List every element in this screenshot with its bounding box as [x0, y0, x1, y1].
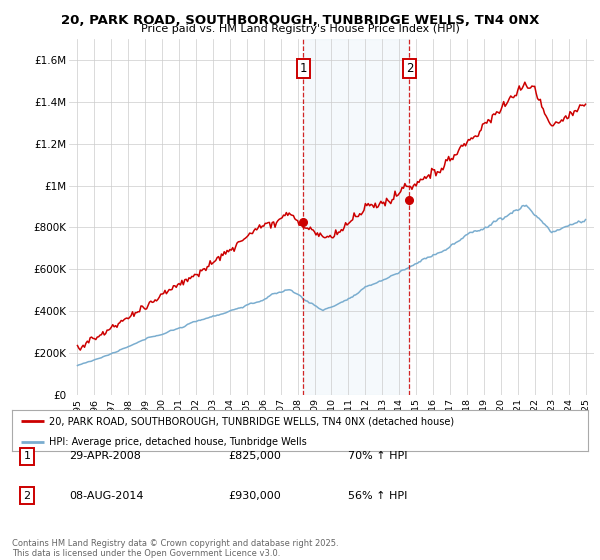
Text: 1: 1: [299, 62, 307, 75]
Text: 29-APR-2008: 29-APR-2008: [69, 451, 141, 461]
Text: £825,000: £825,000: [228, 451, 281, 461]
Text: Price paid vs. HM Land Registry's House Price Index (HPI): Price paid vs. HM Land Registry's House …: [140, 24, 460, 34]
Text: Contains HM Land Registry data © Crown copyright and database right 2025.
This d: Contains HM Land Registry data © Crown c…: [12, 539, 338, 558]
Text: 56% ↑ HPI: 56% ↑ HPI: [348, 491, 407, 501]
Text: 2: 2: [23, 491, 31, 501]
Bar: [303, 39, 409, 395]
Text: 2: 2: [406, 62, 413, 75]
Text: 08-AUG-2014: 08-AUG-2014: [69, 491, 143, 501]
Text: 20, PARK ROAD, SOUTHBOROUGH, TUNBRIDGE WELLS, TN4 0NX: 20, PARK ROAD, SOUTHBOROUGH, TUNBRIDGE W…: [61, 14, 539, 27]
Text: 1: 1: [23, 451, 31, 461]
Text: £930,000: £930,000: [228, 491, 281, 501]
Text: HPI: Average price, detached house, Tunbridge Wells: HPI: Average price, detached house, Tunb…: [49, 437, 307, 446]
Text: 70% ↑ HPI: 70% ↑ HPI: [348, 451, 407, 461]
Text: 20, PARK ROAD, SOUTHBOROUGH, TUNBRIDGE WELLS, TN4 0NX (detached house): 20, PARK ROAD, SOUTHBOROUGH, TUNBRIDGE W…: [49, 417, 455, 426]
